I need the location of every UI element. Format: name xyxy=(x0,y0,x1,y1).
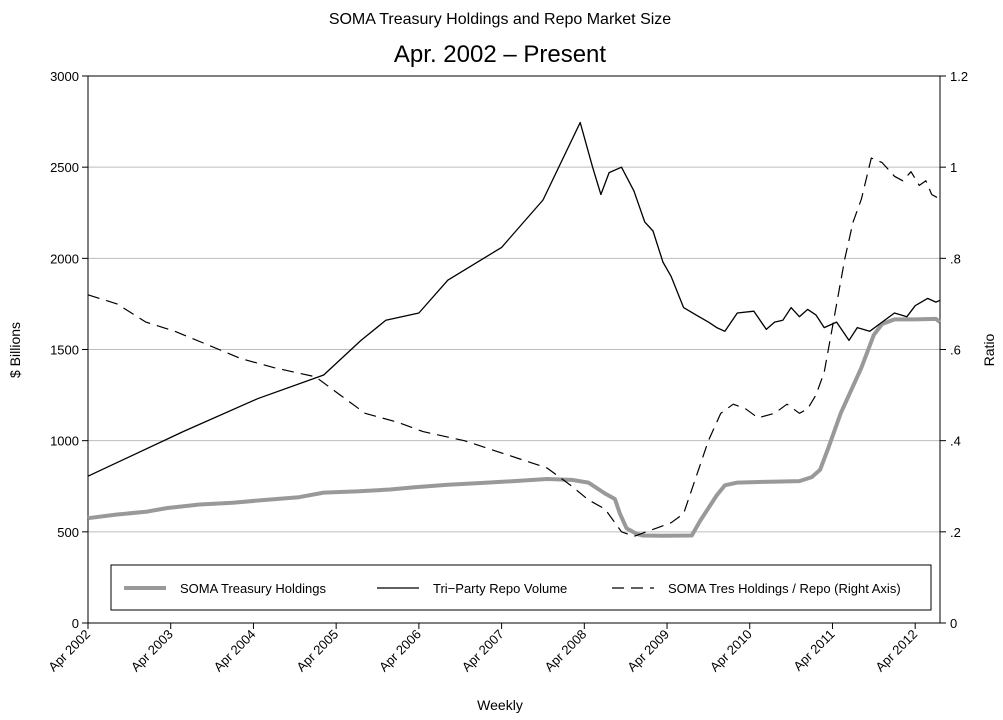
legend-label-repo-volume: Tri−Party Repo Volume xyxy=(433,581,567,596)
chart-title: SOMA Treasury Holdings and Repo Market S… xyxy=(329,11,671,28)
legend: SOMA Treasury Holdings Tri−Party Repo Vo… xyxy=(110,564,932,611)
series-ratio xyxy=(87,157,941,537)
x-axis-label: Weekly xyxy=(477,697,523,713)
y-right-tick-label: .4 xyxy=(950,434,961,449)
chart-subtitle: Apr. 2002 – Present xyxy=(394,41,606,68)
x-tick-label: Apr 2004 xyxy=(211,627,259,675)
x-tick-label: Apr 2011 xyxy=(790,627,837,674)
y-right-tick-label: 0 xyxy=(950,616,957,631)
y-right-tick-label: .6 xyxy=(950,343,961,358)
legend-label-ratio: SOMA Tres Holdings / Repo (Right Axis) xyxy=(668,581,901,596)
series-soma-holdings xyxy=(87,316,942,538)
y-left-tick-label: 0 xyxy=(72,616,79,631)
x-tick-label: Apr 2006 xyxy=(376,627,424,675)
x-tick-label: Apr 2009 xyxy=(624,627,672,675)
y-left-tick-label: 3000 xyxy=(50,69,79,84)
legend-box xyxy=(110,564,932,611)
x-tick-label: Apr 2002 xyxy=(45,627,93,675)
y-axis-right-label: Ratio xyxy=(981,333,997,366)
y-right-tick-label: .2 xyxy=(950,525,961,540)
x-tick-label: Apr 2003 xyxy=(128,627,176,675)
x-tick-label: Apr 2010 xyxy=(707,627,755,675)
x-tick-label: Apr 2005 xyxy=(293,627,341,675)
x-tick-label: Apr 2008 xyxy=(542,627,590,675)
x-tick-label: Apr 2007 xyxy=(459,627,507,675)
gridlines xyxy=(88,166,940,533)
series-lines xyxy=(87,121,942,538)
y-right-tick-label: 1 xyxy=(950,160,957,175)
y-left-tick-label: 500 xyxy=(57,525,79,540)
y-axis-left-label: $ Billions xyxy=(7,322,23,378)
legend-label-soma-holdings: SOMA Treasury Holdings xyxy=(180,581,326,596)
y-left-tick-label: 2500 xyxy=(50,160,79,175)
y-right-tick-label: .8 xyxy=(950,251,961,266)
y-left-tick-label: 1000 xyxy=(50,434,79,449)
y-left-tick-label: 2000 xyxy=(50,251,79,266)
x-tick-label: Apr 2012 xyxy=(872,627,920,675)
y-right-tick-label: 1.2 xyxy=(950,69,968,84)
y-left-tick-label: 1500 xyxy=(50,343,79,358)
series-repo-volume xyxy=(87,121,941,477)
